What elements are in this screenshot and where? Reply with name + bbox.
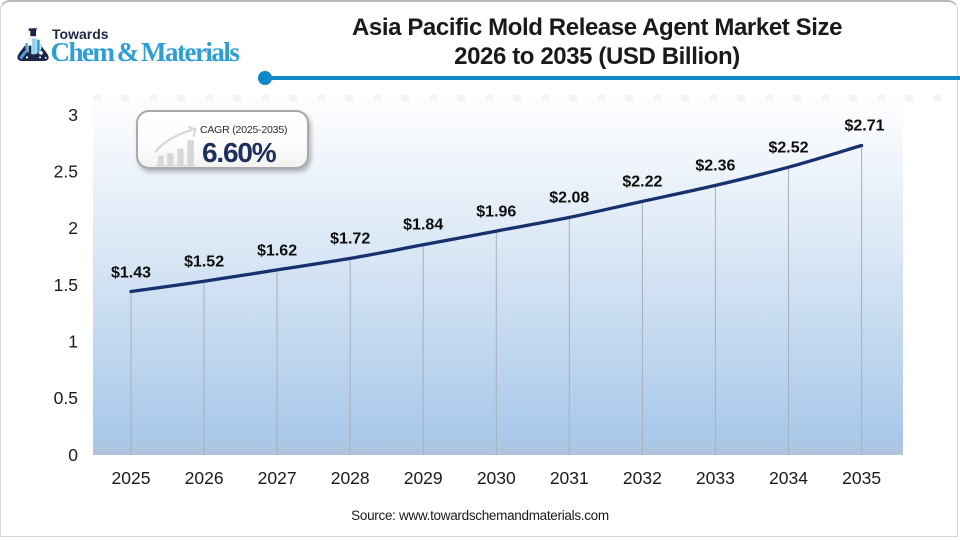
svg-text:2029: 2029 bbox=[404, 468, 443, 488]
svg-text:2.5: 2.5 bbox=[54, 162, 78, 182]
svg-text:$2.08: $2.08 bbox=[549, 190, 589, 207]
svg-text:1.5: 1.5 bbox=[54, 275, 78, 295]
svg-text:2032: 2032 bbox=[623, 468, 662, 488]
svg-text:2025: 2025 bbox=[112, 468, 151, 488]
svg-text:$2.52: $2.52 bbox=[768, 140, 808, 157]
svg-text:$1.52: $1.52 bbox=[184, 254, 224, 271]
svg-text:$1.62: $1.62 bbox=[257, 243, 297, 260]
svg-text:2034: 2034 bbox=[769, 468, 808, 488]
svg-text:$1.72: $1.72 bbox=[330, 231, 370, 248]
svg-text:2031: 2031 bbox=[550, 468, 589, 488]
svg-text:$1.43: $1.43 bbox=[111, 265, 151, 282]
svg-text:2: 2 bbox=[68, 218, 78, 238]
svg-text:$2.71: $2.71 bbox=[844, 118, 884, 135]
svg-text:$2.36: $2.36 bbox=[695, 158, 735, 175]
svg-text:$1.96: $1.96 bbox=[476, 204, 516, 221]
svg-text:2035: 2035 bbox=[842, 468, 881, 488]
svg-text:$1.84: $1.84 bbox=[403, 217, 443, 234]
svg-text:2033: 2033 bbox=[696, 468, 735, 488]
svg-text:0.5: 0.5 bbox=[54, 388, 78, 408]
svg-text:2030: 2030 bbox=[477, 468, 516, 488]
svg-text:3: 3 bbox=[68, 105, 78, 125]
svg-text:2027: 2027 bbox=[258, 468, 297, 488]
svg-text:2028: 2028 bbox=[331, 468, 370, 488]
svg-text:$2.22: $2.22 bbox=[622, 174, 662, 191]
svg-text:0: 0 bbox=[68, 445, 78, 465]
svg-text:2026: 2026 bbox=[185, 468, 224, 488]
svg-text:1: 1 bbox=[68, 332, 78, 352]
